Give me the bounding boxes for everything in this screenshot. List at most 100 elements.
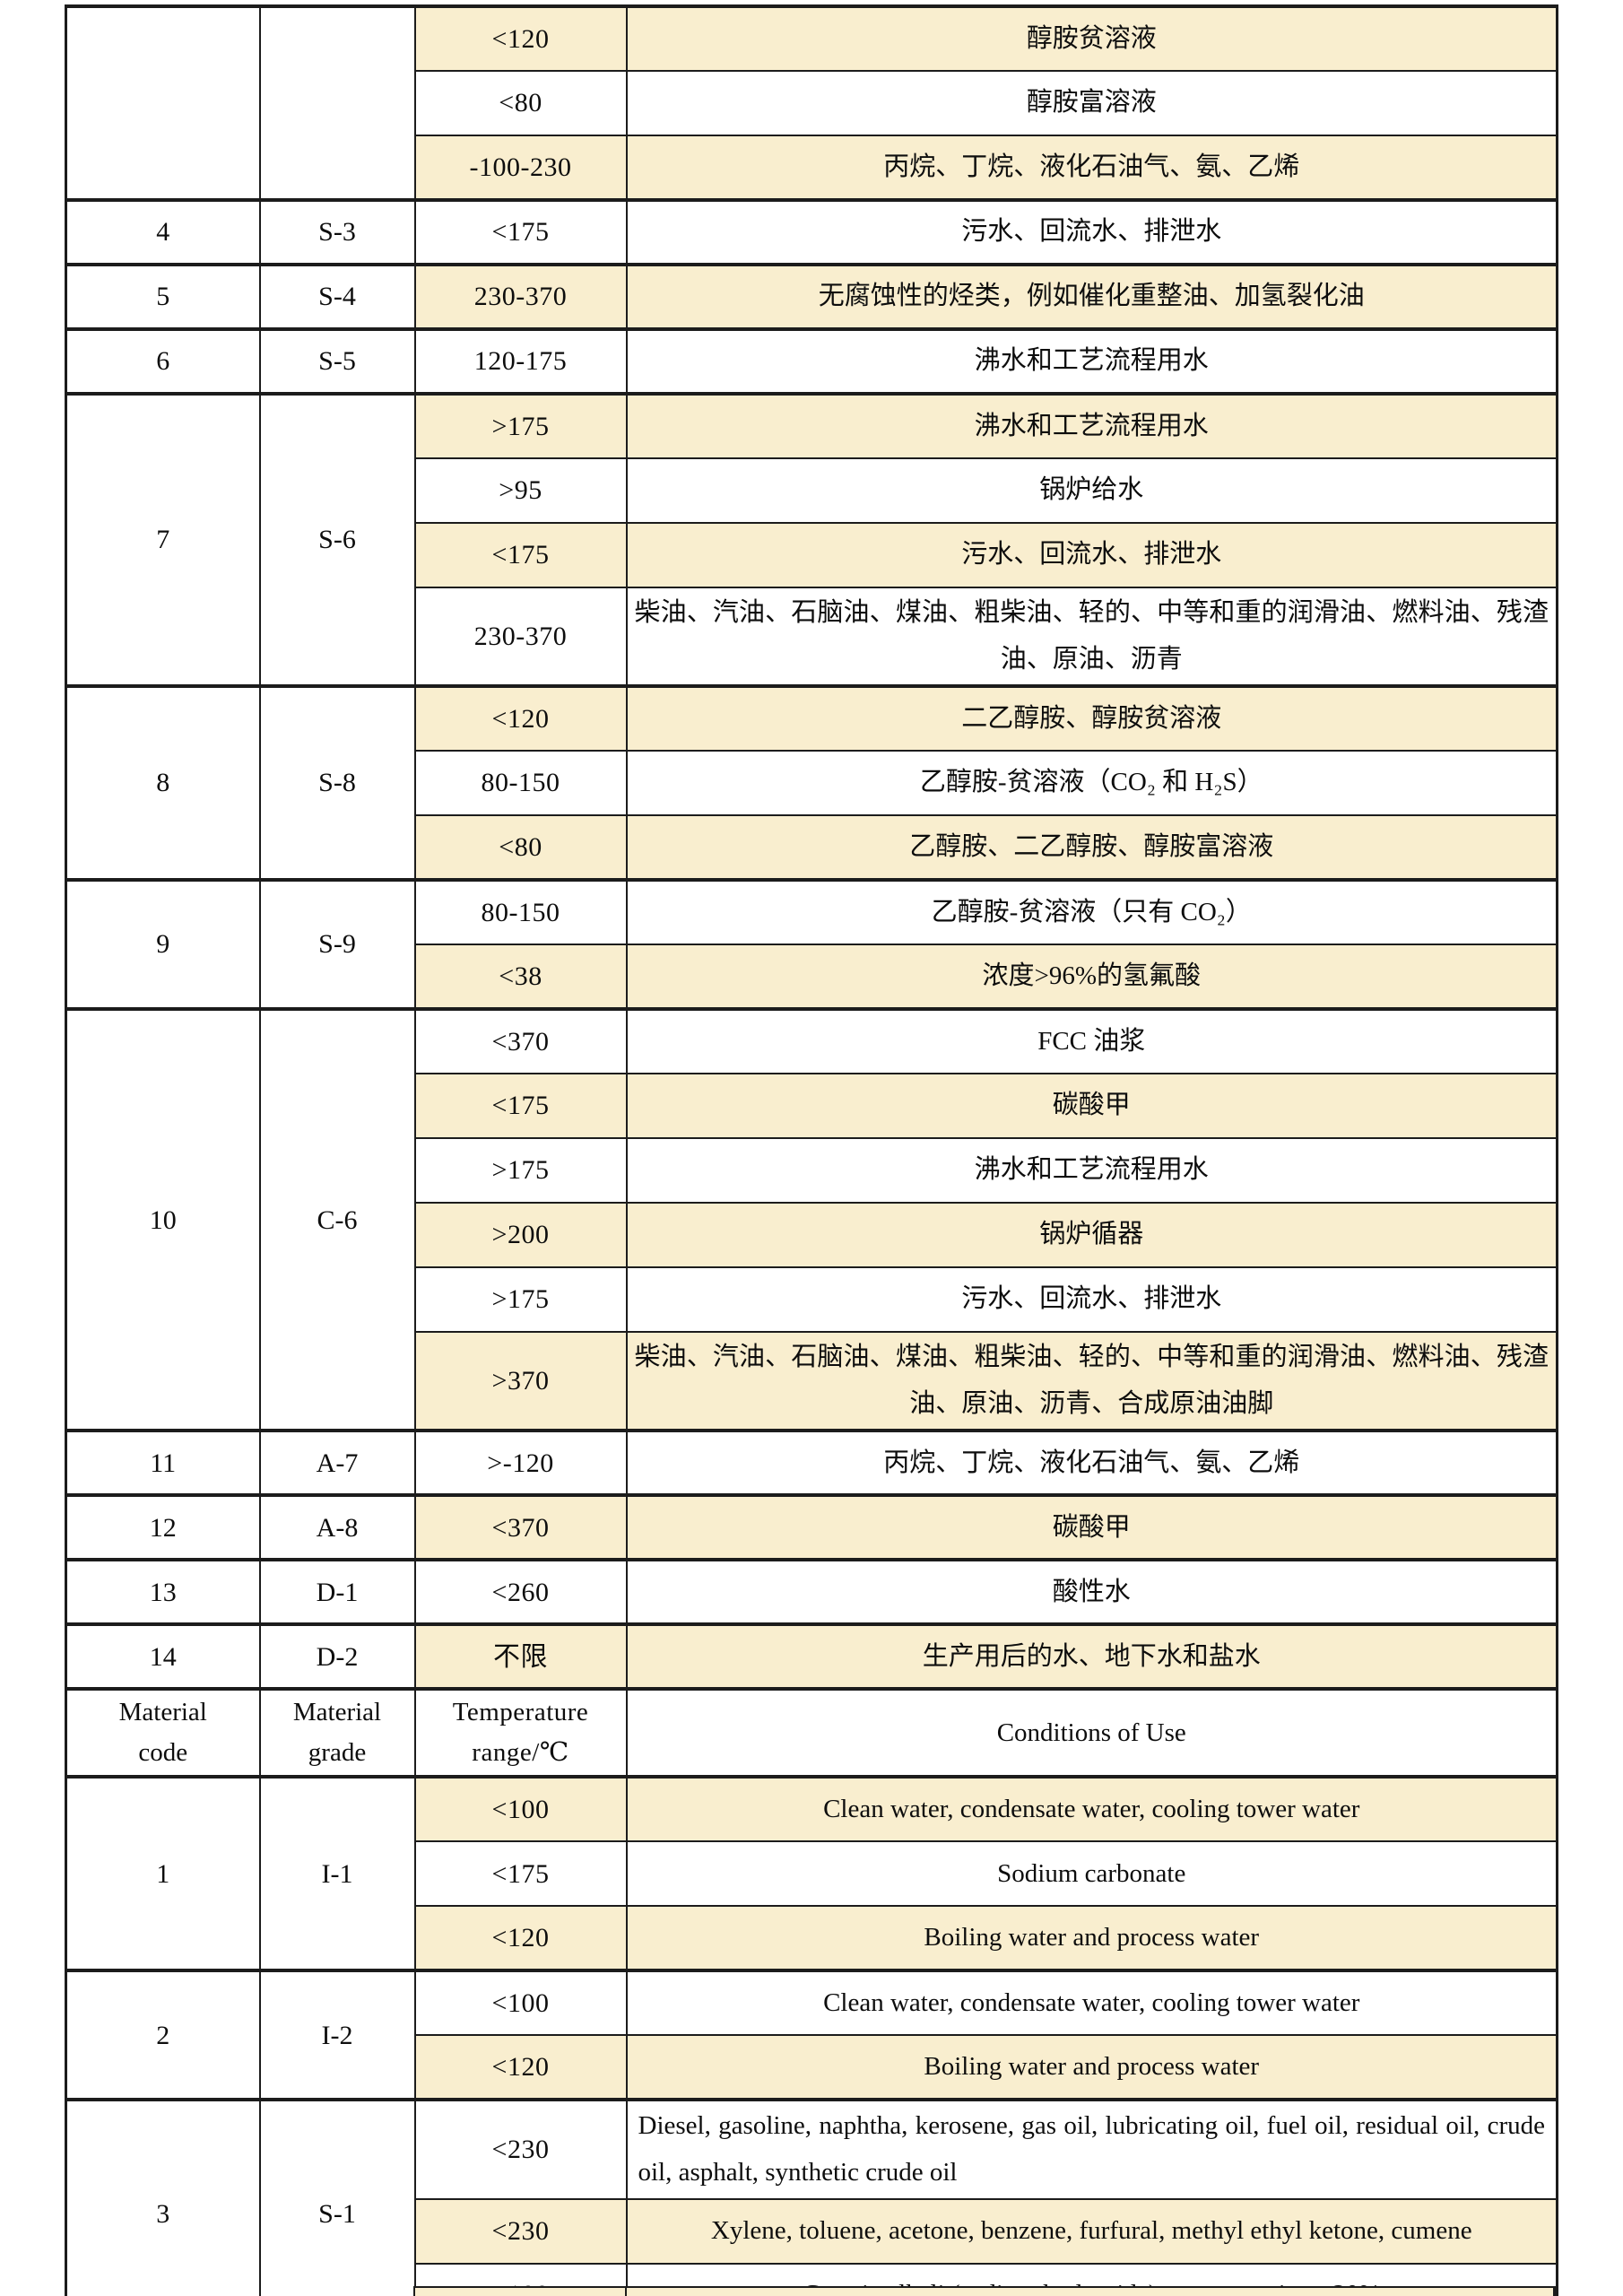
cell-conditions-of-use: 酸性水 xyxy=(625,1558,1558,1626)
cell-conditions-of-use: Boiling water and process water xyxy=(625,2034,1558,2101)
cell-conditions-of-use: 沸水和工艺流程用水 xyxy=(625,327,1558,395)
table-row: 4 S-3 <175 污水、回流水、排泄水 xyxy=(65,198,1558,265)
cell-conditions-of-use: 乙醇胺、二乙醇胺、醇胺富溶液 xyxy=(625,814,1558,882)
cell-material-code: 8 xyxy=(65,684,261,882)
cell-material-grade: A-8 xyxy=(258,1493,416,1561)
cell-conditions-of-use: 乙醇胺-贫溶液（CO₂ 和 H₂S） xyxy=(625,750,1558,817)
cell-temperature-range: >-120 xyxy=(413,1429,628,1497)
table-row: >200 锅炉循器 xyxy=(66,1202,1558,1269)
cell-temperature-range: <120 xyxy=(413,4,628,72)
cell-conditions-of-use: 锅炉给水 xyxy=(625,457,1558,524)
next-page-row-divider xyxy=(625,2288,627,2296)
cell-conditions-of-use: 碳酸甲 xyxy=(625,1073,1558,1140)
cell-temperature-range: <80 xyxy=(413,70,628,136)
cell-conditions-of-use: Clean water, condensate water, cooling t… xyxy=(625,1969,1558,2037)
cell-conditions-of-use: 污水、回流水、排泄水 xyxy=(625,1266,1558,1334)
table-row: >95 锅炉给水 xyxy=(66,457,1558,524)
cell-conditions-of-use: 沸水和工艺流程用水 xyxy=(625,1137,1558,1205)
table-row: <38 浓度>96%的氢氟酸 xyxy=(66,944,1558,1011)
cell-temperature-range: <370 xyxy=(413,1007,628,1075)
cell-material-code: 4 xyxy=(65,198,261,265)
table-row: 9 S-9 80-150 乙醇胺-贫溶液（只有 CO₂） xyxy=(65,878,1558,1011)
cell-conditions-of-use: 醇胺贫溶液 xyxy=(625,4,1558,72)
cell-material-code: 10 xyxy=(65,1007,261,1432)
cell-conditions-of-use: 沸水和工艺流程用水 xyxy=(625,392,1558,459)
cell-temperature-range: <175 xyxy=(413,1073,628,1140)
cell-temperature-range: 不限 xyxy=(413,1622,628,1691)
table-row: <120 Boiling water and process water xyxy=(66,2034,1558,2101)
header-row: Material code Material grade Temperature r… xyxy=(65,1687,1558,1779)
cell-temperature-range: <100 xyxy=(413,1969,628,2037)
table-row: <175 Sodium carbonate xyxy=(66,1840,1558,1908)
column-header-material-grade: Material grade xyxy=(258,1687,416,1779)
table-row: 3 S-1 <230 Diesel, gasoline, naphtha, keros… xyxy=(65,2098,1558,2296)
table-row: 1 I-1 <100 Clean water, condensate water, c… xyxy=(65,1775,1558,1972)
cell-conditions-of-use: 无腐蚀性的烃类，例如催化重整油、加氢裂化油 xyxy=(625,263,1558,330)
cell-conditions-of-use: 丙烷、丁烷、液化石油气、氨、乙烯 xyxy=(625,1429,1558,1497)
cell-conditions-of-use: 乙醇胺-贫溶液（只有 CO₂） xyxy=(625,878,1558,946)
cell-conditions-of-use: Diesel, gasoline, naphtha, kerosene, gas… xyxy=(625,2098,1558,2200)
table-row: <230 Xylene, toluene, acetone, benzene, f… xyxy=(66,2197,1558,2265)
table-row: <80 乙醇胺、二乙醇胺、醇胺富溶液 xyxy=(66,814,1558,882)
cell-material-code: 7 xyxy=(65,391,261,688)
table-row: <175 碳酸甲 xyxy=(66,1073,1558,1140)
cell-conditions-of-use: 柴油、汽油、石脑油、煤油、粗柴油、轻的、中等和重的润滑油、燃料油、残渣油、原油、… xyxy=(625,1331,1558,1432)
table-row: 5 S-4 230-370 无腐蚀性的烃类，例如催化重整油、加氢裂化油 xyxy=(65,263,1558,330)
next-page-row-fragment xyxy=(413,2286,1556,2296)
table-row: 12 A-8 <370 碳酸甲 xyxy=(65,1493,1558,1561)
cell-temperature-range: <80 xyxy=(413,814,628,882)
cell-temperature-range: >175 xyxy=(413,392,628,459)
cell-material-code: 2 xyxy=(65,1969,261,2101)
table-row: <120 醇胺贫溶液 xyxy=(65,4,1558,201)
cell-temperature-range: >200 xyxy=(413,1202,628,1269)
cell-temperature-range: 80-150 xyxy=(413,750,628,817)
cell-temperature-range: >175 xyxy=(413,1266,628,1334)
table-row: 8 S-8 <120 二乙醇胺、醇胺贫溶液 xyxy=(65,684,1558,882)
table-row: 2 I-2 <100 Clean water, condensate water, c… xyxy=(65,1969,1558,2101)
cell-material-grade: S-1 xyxy=(258,2098,416,2296)
table-row: 11 A-7 >-120 丙烷、丁烷、液化石油气、氨、乙烯 xyxy=(65,1429,1558,1497)
table-row: >370 柴油、汽油、石脑油、煤油、粗柴油、轻的、中等和重的润滑油、燃料油、残渣油… xyxy=(66,1331,1558,1432)
cell-material-grade: A-7 xyxy=(258,1429,416,1497)
cell-temperature-range: >175 xyxy=(413,1137,628,1205)
table-row: >175 沸水和工艺流程用水 xyxy=(66,1137,1558,1205)
cell-material-grade: S-8 xyxy=(258,684,416,882)
cell-temperature-range: <120 xyxy=(413,2034,628,2101)
table-row: 7 S-6 >175 沸水和工艺流程用水 xyxy=(65,391,1558,688)
cell-conditions-of-use: Xylene, toluene, acetone, benzene, furfu… xyxy=(625,2197,1558,2265)
cell-material-code: 5 xyxy=(65,263,261,330)
cell-material-grade: S-3 xyxy=(258,198,416,265)
table-row: 13 D-1 <260 酸性水 xyxy=(65,1558,1558,1626)
cell-conditions-of-use: 丙烷、丁烷、液化石油气、氨、乙烯 xyxy=(625,135,1558,201)
cell-material-code: 13 xyxy=(65,1558,261,1626)
cell-material-grade xyxy=(258,4,416,201)
cell-material-grade: S-5 xyxy=(258,327,416,395)
table-row: 80-150 乙醇胺-贫溶液（CO₂ 和 H₂S） xyxy=(66,750,1558,817)
cell-conditions-of-use: 碳酸甲 xyxy=(625,1493,1558,1561)
cell-conditions-of-use: 二乙醇胺、醇胺贫溶液 xyxy=(625,684,1558,752)
table-row: <120 Boiling water and process water xyxy=(66,1905,1558,1972)
cell-temperature-range: <230 xyxy=(413,2098,628,2200)
table-row: <175 污水、回流水、排泄水 xyxy=(66,522,1558,588)
cell-temperature-range: >370 xyxy=(413,1331,628,1432)
cell-material-grade: C-6 xyxy=(258,1007,416,1432)
cell-conditions-of-use: 污水、回流水、排泄水 xyxy=(625,522,1558,588)
cell-material-grade: S-6 xyxy=(258,391,416,688)
cell-temperature-range: 230-370 xyxy=(413,263,628,330)
cell-material-code: 1 xyxy=(65,1775,261,1972)
cell-conditions-of-use: Clean water, condensate water, cooling t… xyxy=(625,1775,1558,1843)
cell-conditions-of-use: 污水、回流水、排泄水 xyxy=(625,198,1558,265)
cell-temperature-range: <260 xyxy=(413,1558,628,1626)
cell-material-code: 11 xyxy=(65,1429,261,1497)
cell-temperature-range: 120-175 xyxy=(413,327,628,395)
cell-material-code xyxy=(65,4,261,201)
table-row: >175 污水、回流水、排泄水 xyxy=(66,1266,1558,1334)
column-header-conditions-of-use: Conditions of Use xyxy=(625,1687,1558,1779)
cell-material-grade: D-1 xyxy=(258,1558,416,1626)
cell-temperature-range: <175 xyxy=(413,1840,628,1908)
table-row: 10 C-6 <370 FCC 油浆 xyxy=(65,1007,1558,1432)
table-row: <80 醇胺富溶液 xyxy=(66,70,1558,136)
cell-material-code: 3 xyxy=(65,2098,261,2296)
cell-temperature-range: <175 xyxy=(413,522,628,588)
